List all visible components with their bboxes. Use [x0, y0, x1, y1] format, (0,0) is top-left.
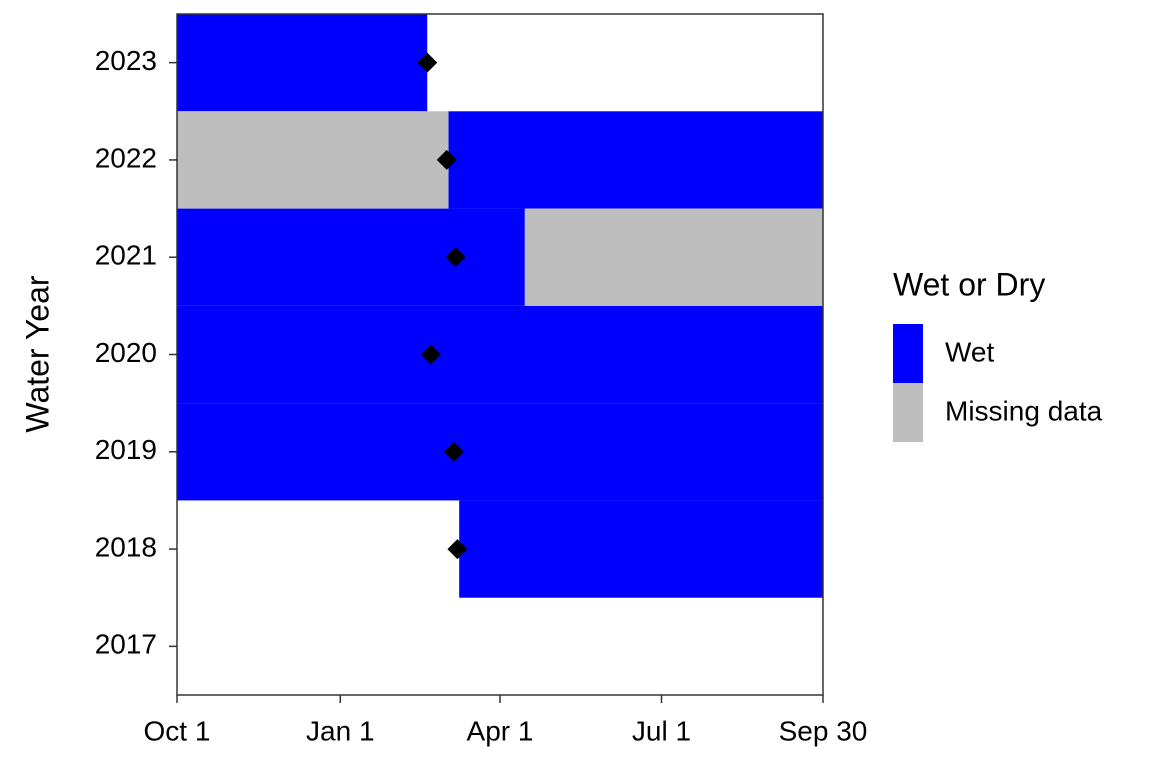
legend-key	[893, 324, 923, 383]
legend-key	[893, 383, 923, 442]
marker	[443, 441, 464, 462]
marker	[420, 344, 441, 365]
interval-bar	[448, 111, 823, 209]
y-tick-label: 2019	[95, 434, 157, 465]
y-tick-label: 2022	[95, 142, 157, 173]
x-tick-label: Sep 30	[779, 715, 868, 746]
interval-bar	[177, 208, 525, 306]
marker	[436, 149, 457, 170]
interval-bar	[459, 500, 823, 598]
interval-bar	[524, 208, 823, 306]
marker	[447, 539, 468, 560]
legend-label: Missing data	[945, 395, 1103, 426]
y-tick-label: 2020	[95, 337, 157, 368]
y-axis-label: Water Year	[19, 275, 55, 432]
y-tick-label: 2018	[95, 531, 157, 562]
x-tick-label: Jan 1	[306, 715, 375, 746]
y-tick-label: 2021	[95, 240, 157, 271]
interval-bar	[177, 14, 428, 112]
marker	[417, 52, 438, 73]
legend-title: Wet or Dry	[893, 266, 1045, 302]
x-tick-label: Apr 1	[467, 715, 534, 746]
legend-label: Wet	[945, 336, 994, 367]
interval-bar	[177, 403, 823, 501]
interval-bar	[177, 111, 449, 209]
x-tick-label: Jul 1	[632, 715, 691, 746]
y-tick-label: 2017	[95, 629, 157, 660]
interval-bar	[177, 305, 823, 404]
y-tick-label: 2023	[95, 45, 157, 76]
x-tick-label: Oct 1	[144, 715, 211, 746]
marker	[445, 247, 466, 268]
